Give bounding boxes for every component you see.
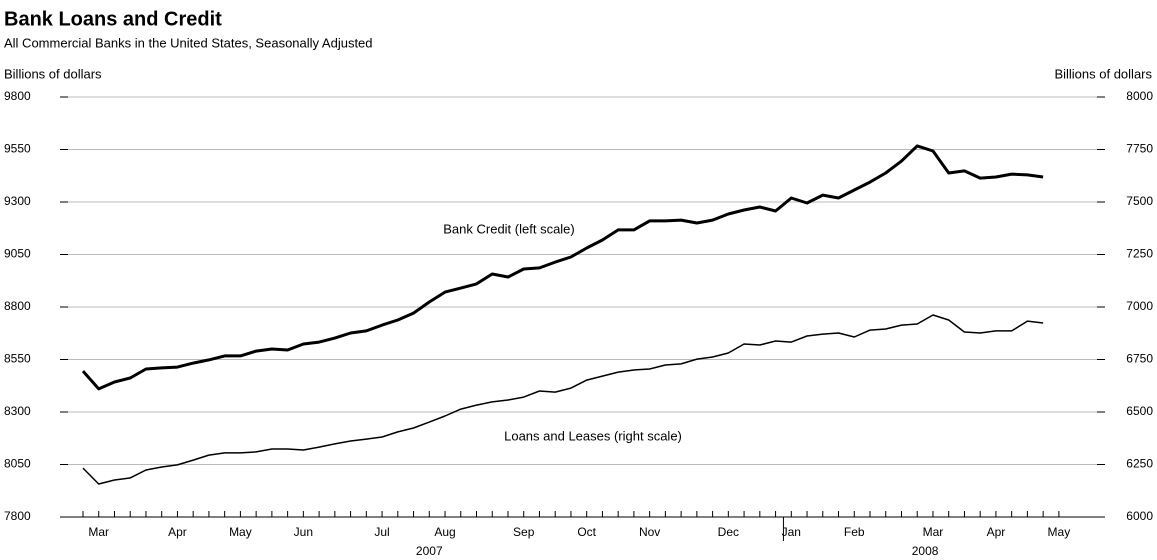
x-tick-label: Aug <box>434 525 455 539</box>
y-tick-label: 7800 <box>4 509 31 523</box>
y2-tick-label: 8000 <box>1126 89 1153 103</box>
x-tick-label: May <box>229 525 252 539</box>
y2-axis-label: Billions of dollars <box>1054 66 1152 81</box>
y2-tick-label: 6000 <box>1126 509 1153 523</box>
y-tick-label: 8800 <box>4 299 31 313</box>
chart-subtitle: All Commercial Banks in the United State… <box>4 35 373 50</box>
y-tick-label: 8050 <box>4 457 31 471</box>
year-label: 2007 <box>416 544 443 558</box>
year-label: 2008 <box>912 544 939 558</box>
y2-tick-label: 7750 <box>1126 142 1153 156</box>
y2-tick-label: 6250 <box>1126 457 1153 471</box>
x-tick-label: May <box>1048 525 1071 539</box>
x-tick-label: Mar <box>923 525 944 539</box>
x-tick-label: Sep <box>513 525 535 539</box>
y-tick-label: 9050 <box>4 247 31 261</box>
x-tick-label: Jan <box>782 525 801 539</box>
x-tick-label: Jun <box>294 525 313 539</box>
x-tick-label: Dec <box>718 525 739 539</box>
chart-title: Bank Loans and Credit <box>4 8 222 30</box>
y-axis-label: Billions of dollars <box>4 66 102 81</box>
x-tick-label: Mar <box>88 525 109 539</box>
x-tick-label: Jul <box>374 525 389 539</box>
series-line <box>82 314 1044 485</box>
y2-tick-label: 7000 <box>1126 299 1153 313</box>
y-tick-label: 9800 <box>4 89 31 103</box>
y-tick-label: 9300 <box>4 194 31 208</box>
y-tick-label: 8300 <box>4 404 31 418</box>
y2-tick-label: 6500 <box>1126 404 1153 418</box>
series-label: Bank Credit (left scale) <box>443 221 575 236</box>
x-tick-label: Oct <box>577 525 596 539</box>
y-tick-label: 9550 <box>4 142 31 156</box>
y2-tick-label: 6750 <box>1126 352 1153 366</box>
y2-tick-label: 7250 <box>1126 247 1153 261</box>
x-tick-label: Apr <box>987 525 1006 539</box>
x-tick-label: Apr <box>168 525 187 539</box>
y2-tick-label: 7500 <box>1126 194 1153 208</box>
x-tick-label: Nov <box>639 525 660 539</box>
x-tick-label: Feb <box>844 525 865 539</box>
y-tick-label: 8550 <box>4 352 31 366</box>
series-line <box>81 144 1044 391</box>
series-label: Loans and Leases (right scale) <box>504 428 682 443</box>
